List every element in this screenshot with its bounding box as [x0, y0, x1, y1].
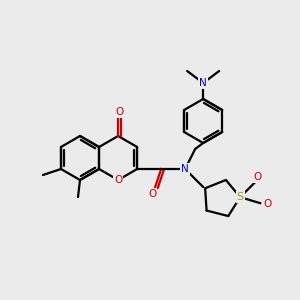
Text: O: O [253, 172, 261, 182]
Text: O: O [263, 199, 271, 209]
Text: O: O [114, 175, 122, 185]
Text: S: S [237, 192, 244, 202]
Text: N: N [181, 164, 189, 174]
Text: O: O [148, 189, 156, 199]
Text: O: O [115, 107, 123, 117]
Text: N: N [199, 78, 207, 88]
